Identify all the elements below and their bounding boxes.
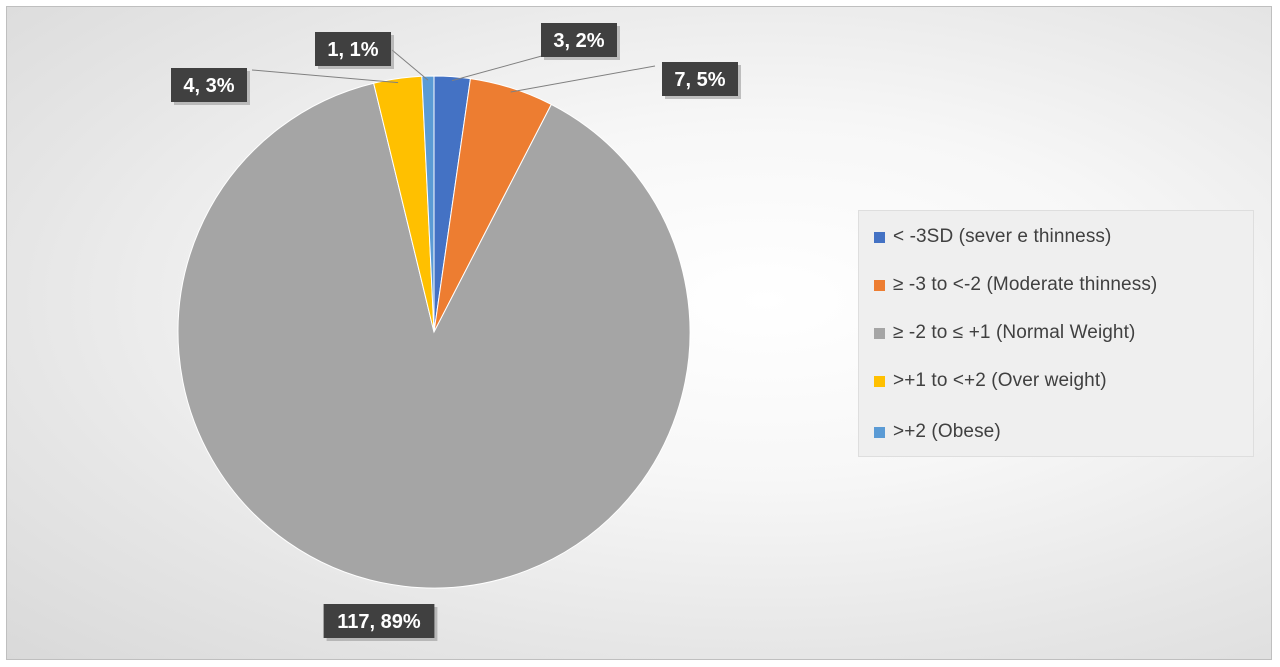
pie-slice-normal-weight <box>177 82 691 589</box>
legend-item-over-weight: >+1 to <+2 (Over weight) <box>874 367 1107 395</box>
legend-label: ≥ -2 to ≤ +1 (Normal Weight) <box>893 322 1136 343</box>
legend-item-moderate-thinness: ≥ -3 to <-2 (Moderate thinness) <box>874 271 1157 299</box>
pie-slices <box>177 75 691 589</box>
legend-item-normal-weight: ≥ -2 to ≤ +1 (Normal Weight) <box>874 319 1135 347</box>
legend-swatch <box>874 231 885 243</box>
leader-lines <box>251 49 656 93</box>
legend-swatch <box>874 327 885 339</box>
pie-slice-obese <box>421 75 435 333</box>
data-label-text: 4, 3% <box>183 75 234 97</box>
legend-swatch <box>874 279 885 291</box>
leader-line-obese <box>391 49 429 81</box>
legend-item-severe-thinness: < -3SD (sever e thinness) <box>874 223 1111 251</box>
data-label-severe-thinness: 3, 2% <box>541 23 620 60</box>
data-label-moderate-thinness: 7, 5% <box>662 62 741 99</box>
data-label-normal-weight: 117, 89% <box>323 604 438 641</box>
legend-label: ≥ -3 to <-2 (Moderate thinness) <box>893 274 1158 295</box>
legend-label: >+1 to <+2 (Over weight) <box>893 370 1107 391</box>
legend-label: >+2 (Obese) <box>893 421 1001 442</box>
data-label-text: 1, 1% <box>327 39 378 61</box>
legend-swatch <box>874 426 885 438</box>
leader-line-over-weight <box>251 69 399 84</box>
data-label-over-weight: 4, 3% <box>171 68 250 105</box>
data-labels: 3, 2% 7, 5% 117, 89% 4, 3% 1, 1% <box>171 23 741 641</box>
leader-line-severe-thinness <box>451 53 550 82</box>
legend: < -3SD (sever e thinness) ≥ -3 to <-2 (M… <box>858 210 1254 457</box>
data-label-text: 3, 2% <box>553 30 604 52</box>
data-label-obese: 1, 1% <box>315 32 394 69</box>
legend-label: < -3SD (sever e thinness) <box>893 226 1112 247</box>
legend-item-obese: >+2 (Obese) <box>874 418 1001 446</box>
data-label-text: 117, 89% <box>337 611 421 633</box>
leader-line-moderate-thinness <box>510 65 656 93</box>
data-label-text: 7, 5% <box>674 69 725 91</box>
legend-swatch <box>874 375 885 387</box>
